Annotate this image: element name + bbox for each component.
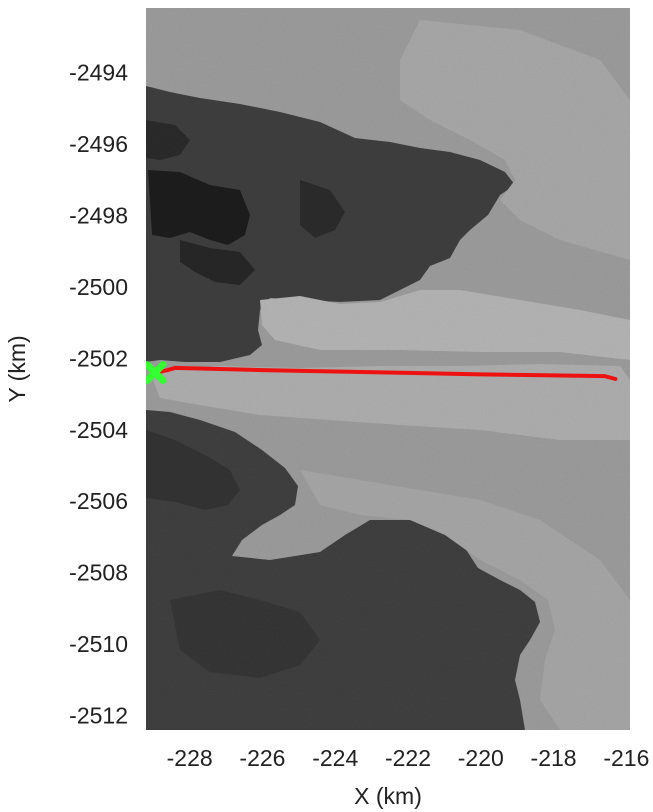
start-marker (146, 361, 167, 385)
x-tick-label: -222 (385, 745, 431, 771)
y-tick-label: -2500 (69, 274, 128, 300)
x-tick-label: -228 (167, 745, 213, 771)
y-tick-label: -2502 (69, 345, 128, 371)
profile-line (154, 365, 618, 381)
x-tick-label: -218 (531, 745, 577, 771)
y-tick-label: -2512 (69, 703, 128, 729)
x-axis-label: X (km) (354, 783, 422, 809)
x-tick-label: -224 (312, 745, 358, 771)
y-tick-label: -2508 (69, 560, 128, 586)
x-axis: -228 -226 -224 -222 -220 -218 -216 (167, 745, 650, 771)
x-tick-label: -226 (239, 745, 285, 771)
x-tick-label: -216 (603, 745, 649, 771)
y-tick-label: -2496 (69, 131, 128, 157)
x-tick-label: -220 (458, 745, 504, 771)
y-tick-label: -2506 (69, 488, 128, 514)
y-tick-label: -2498 (69, 202, 128, 228)
plot-area (146, 361, 618, 385)
y-tick-label: -2504 (69, 417, 128, 443)
y-axis: -2494 -2496 -2498 -2500 -2502 -2504 -2506 -2508… (69, 59, 128, 728)
y-tick-label: -2494 (69, 59, 128, 85)
y-axis-label: Y (km) (4, 335, 30, 402)
y-tick-label: -2510 (69, 631, 128, 657)
satellite-image (146, 8, 630, 730)
